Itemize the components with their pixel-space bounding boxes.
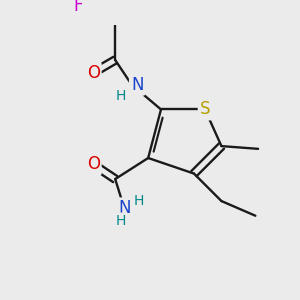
Text: F: F — [73, 0, 82, 15]
Text: S: S — [200, 100, 210, 118]
Text: H: H — [134, 194, 144, 208]
Text: N: N — [118, 200, 130, 217]
Text: N: N — [131, 76, 143, 94]
Text: O: O — [87, 64, 100, 82]
Text: H: H — [116, 214, 126, 228]
Text: H: H — [116, 89, 126, 103]
Text: O: O — [87, 155, 100, 173]
